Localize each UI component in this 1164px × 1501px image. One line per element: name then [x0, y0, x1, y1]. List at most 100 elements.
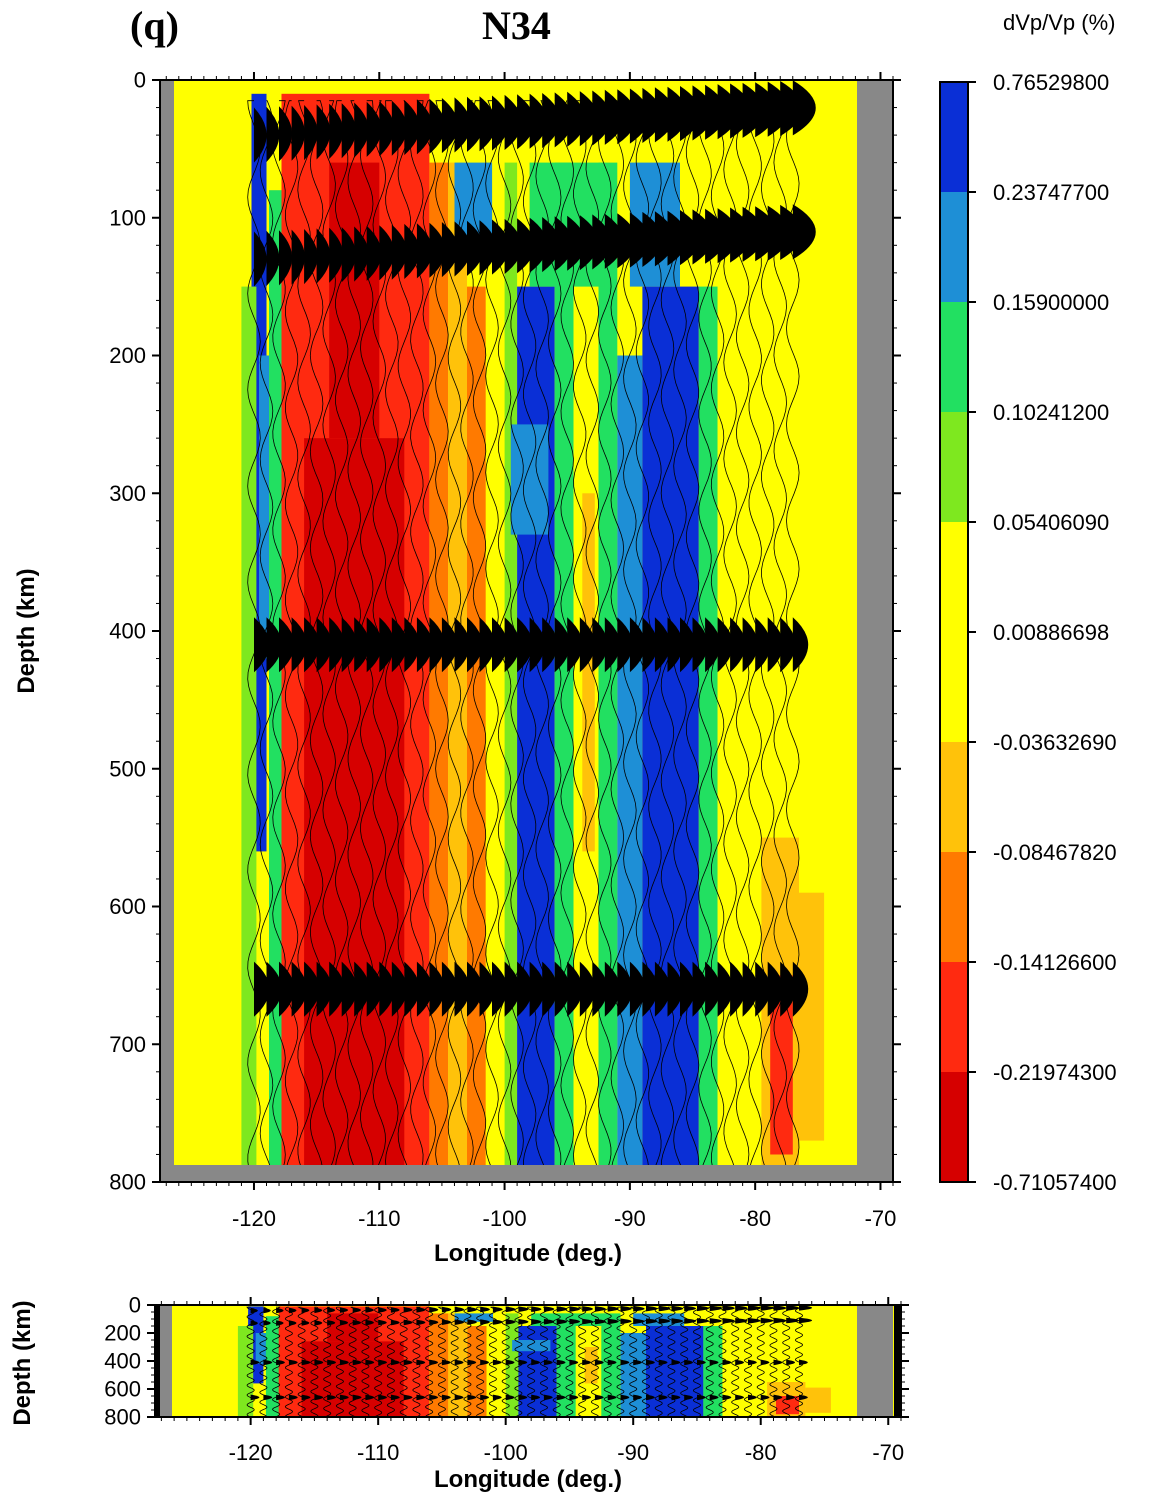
phase-pulse — [316, 617, 332, 673]
phase-pulse — [692, 961, 708, 1017]
velocity-cell — [722, 1326, 761, 1417]
phase-pulse — [366, 617, 383, 673]
phase-pulse — [705, 961, 721, 1017]
phase-pulse — [327, 1307, 336, 1313]
x-tick-label: -70 — [872, 1440, 904, 1465]
phase-pulse — [480, 1394, 489, 1401]
overview-panel: -120 -110 -100 -90 -80 -70 0 200 400 600 800 Long… — [9, 1293, 909, 1493]
phase-pulse — [792, 204, 816, 260]
phase-pulse — [276, 1394, 285, 1401]
phase-pulse — [684, 1305, 697, 1312]
velocity-cell — [301, 1341, 404, 1417]
phase-pulse — [429, 1306, 439, 1313]
phase-pulse — [556, 1306, 568, 1312]
phase-pulse — [692, 617, 708, 673]
phase-pulse — [480, 1359, 489, 1366]
x-tick-label: -90 — [617, 1440, 649, 1465]
phase-pulse — [543, 1318, 555, 1325]
phase-pulse — [730, 961, 746, 1017]
phase-pulse — [735, 1359, 744, 1366]
x-tick-label: -100 — [484, 1440, 528, 1465]
phase-pulse — [594, 1394, 604, 1401]
phase-pulse — [316, 228, 331, 284]
colorbar-level-label: -0.14126600 — [993, 950, 1117, 975]
phase-pulse — [633, 1318, 645, 1325]
waveform-trace — [648, 100, 662, 1182]
phase-pulse — [567, 617, 583, 673]
phase-pulse — [517, 617, 533, 673]
phase-pulse — [416, 617, 433, 673]
phase-pulse — [416, 1319, 426, 1326]
phase-pulse — [441, 961, 458, 1017]
phase-pulse — [604, 617, 621, 673]
waveform-trace — [743, 1306, 753, 1417]
phase-pulse — [786, 1359, 795, 1366]
phase-pulse — [291, 229, 305, 285]
mask-bottom — [160, 1165, 893, 1182]
phase-pulse — [505, 1319, 516, 1325]
velocity-cell — [504, 162, 518, 1182]
phase-pulse — [582, 1318, 593, 1325]
phase-pulse — [735, 1305, 748, 1311]
phase-pulse — [250, 1359, 260, 1366]
phase-pulse — [799, 1317, 813, 1324]
phase-pulse — [266, 106, 280, 162]
phase-pulse — [518, 1394, 528, 1401]
colorbar-segment — [940, 632, 968, 742]
y-axis-ticks: 0 100 200 300 400 500 600 700 800 — [109, 68, 901, 1195]
phase-pulse — [454, 1306, 465, 1313]
phase-pulse — [786, 1305, 800, 1311]
waveform-trace — [654, 1306, 663, 1417]
phase-pulse — [379, 225, 395, 281]
phase-pulse — [365, 1307, 374, 1313]
overview-edge-left — [155, 1305, 160, 1417]
phase-pulse — [620, 1305, 632, 1312]
phase-pulse — [760, 1394, 770, 1401]
phase-pulse — [341, 103, 356, 159]
phase-pulse — [569, 1394, 579, 1401]
waveform-trace — [794, 1306, 804, 1417]
phase-pulse — [492, 617, 508, 673]
velocity-cell — [770, 975, 793, 1155]
phase-pulse — [671, 1359, 681, 1366]
phase-pulse — [416, 1359, 426, 1366]
colorbar-level-label: 0.15900000 — [993, 290, 1109, 315]
phase-pulse — [291, 961, 307, 1017]
velocity-cell — [454, 1313, 493, 1322]
phase-pulse — [792, 961, 809, 1017]
colorbar-title: dVp/Vp (%) — [1003, 10, 1116, 35]
overview-edge-right — [894, 1305, 901, 1417]
waveform-trace — [497, 100, 512, 1182]
phase-pulse — [717, 617, 733, 673]
phase-pulse — [799, 1305, 813, 1311]
colorbar-segment — [940, 1072, 968, 1182]
phase-pulse — [786, 1394, 795, 1401]
phase-pulse — [403, 1307, 413, 1313]
phase-pulse — [658, 1359, 668, 1366]
phase-pulse — [467, 1394, 477, 1401]
phase-pulse — [301, 1359, 311, 1366]
phase-pulse — [266, 230, 280, 286]
phase-pulse — [492, 961, 508, 1017]
phase-pulse — [263, 1307, 271, 1314]
colorbar-level-label: -0.08467820 — [993, 840, 1117, 865]
y-tick-label: 200 — [104, 1321, 141, 1346]
phase-pulse — [517, 961, 533, 1017]
waveform-trace — [460, 100, 474, 1182]
phase-pulse — [607, 1318, 619, 1325]
phase-pulse — [341, 227, 356, 283]
phase-pulse — [569, 1318, 581, 1325]
phase-pulse — [709, 1359, 719, 1366]
phase-pulse — [709, 1318, 722, 1324]
velocity-cell — [329, 162, 380, 439]
phase-pulse — [760, 1317, 774, 1324]
colorbar-level-label: 0.00886698 — [993, 620, 1109, 645]
velocity-cell — [582, 493, 595, 852]
phase-pulse — [658, 1318, 671, 1324]
phase-pulse — [341, 617, 358, 673]
phase-pulse — [480, 1306, 490, 1313]
phase-pulse — [279, 230, 293, 286]
phase-pulse — [254, 107, 267, 163]
waveform-trace — [603, 1306, 613, 1417]
phase-pulse — [391, 100, 408, 156]
